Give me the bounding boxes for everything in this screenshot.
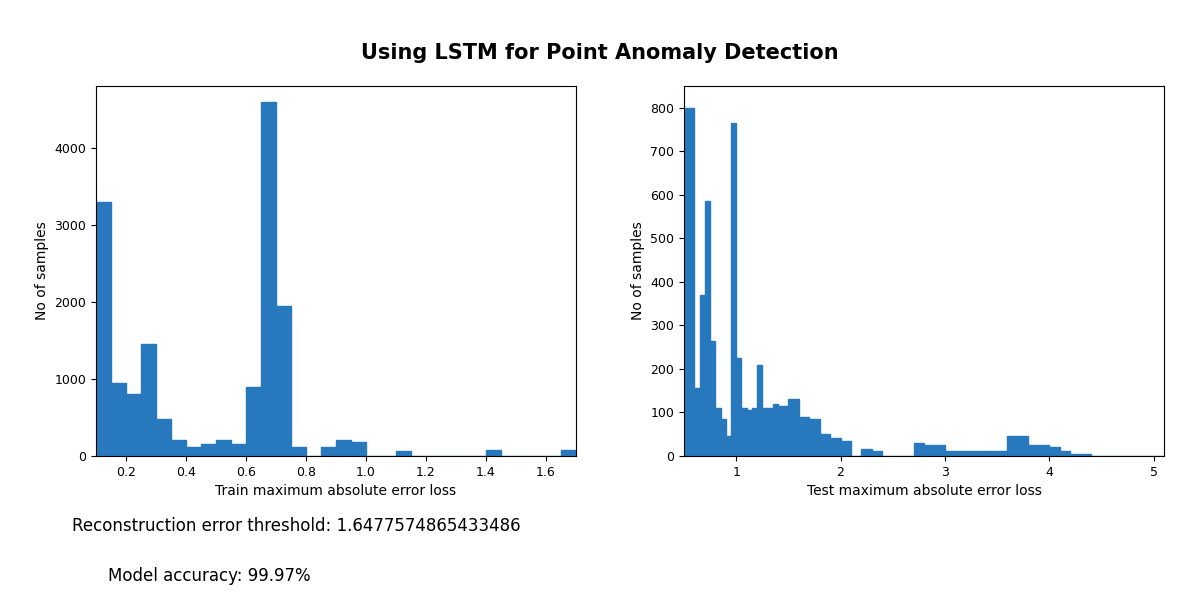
Bar	[726, 436, 731, 456]
Bar	[809, 419, 820, 456]
Bar	[695, 389, 700, 456]
Bar	[292, 447, 306, 456]
Bar	[156, 419, 172, 456]
Bar	[396, 451, 410, 456]
Bar	[986, 452, 1008, 456]
Bar	[966, 452, 986, 456]
Bar	[742, 408, 746, 456]
Bar	[736, 358, 742, 456]
Bar	[710, 341, 715, 456]
X-axis label: Train maximum absolute error loss: Train maximum absolute error loss	[216, 484, 456, 498]
Bar	[715, 408, 720, 456]
Bar	[924, 445, 944, 456]
Text: Using LSTM for Point Anomaly Detection: Using LSTM for Point Anomaly Detection	[361, 43, 839, 63]
Bar	[944, 451, 966, 456]
Y-axis label: No of samples: No of samples	[35, 222, 49, 320]
Bar	[762, 408, 768, 456]
Bar	[862, 449, 872, 456]
Bar	[230, 444, 246, 456]
Bar	[700, 295, 704, 456]
Bar	[768, 408, 773, 456]
Bar	[704, 201, 710, 456]
Bar	[172, 440, 186, 456]
Bar	[96, 201, 112, 456]
Bar	[731, 123, 736, 456]
Bar	[778, 406, 788, 456]
Bar	[1008, 436, 1028, 456]
Bar	[1049, 447, 1060, 456]
Y-axis label: No of samples: No of samples	[631, 222, 644, 320]
Bar	[352, 442, 366, 456]
Bar	[202, 444, 216, 456]
Bar	[872, 452, 882, 456]
Bar	[126, 394, 142, 456]
Text: Reconstruction error threshold: 1.6477574865433486: Reconstruction error threshold: 1.647757…	[72, 517, 521, 535]
Bar	[276, 306, 292, 456]
Bar	[799, 416, 809, 456]
Bar	[1028, 445, 1049, 456]
Bar	[746, 410, 752, 456]
Bar	[1080, 453, 1091, 456]
Text: Model accuracy: 99.97%: Model accuracy: 99.97%	[108, 567, 311, 585]
Bar	[684, 108, 695, 456]
Bar	[788, 399, 799, 456]
Bar	[757, 365, 762, 456]
Bar	[186, 447, 202, 456]
Bar	[830, 439, 840, 456]
Bar	[562, 450, 576, 456]
Bar	[840, 440, 851, 456]
Bar	[720, 419, 726, 456]
Bar	[336, 440, 352, 456]
Bar	[112, 383, 126, 456]
Bar	[1060, 452, 1070, 456]
Bar	[913, 443, 924, 456]
Bar	[752, 408, 757, 456]
Bar	[262, 102, 276, 456]
Bar	[1070, 453, 1080, 456]
Bar	[322, 447, 336, 456]
X-axis label: Test maximum absolute error loss: Test maximum absolute error loss	[806, 484, 1042, 498]
Bar	[820, 434, 830, 456]
Bar	[142, 344, 156, 456]
Bar	[246, 387, 262, 456]
Bar	[486, 450, 502, 456]
Bar	[216, 440, 230, 456]
Bar	[773, 403, 778, 456]
